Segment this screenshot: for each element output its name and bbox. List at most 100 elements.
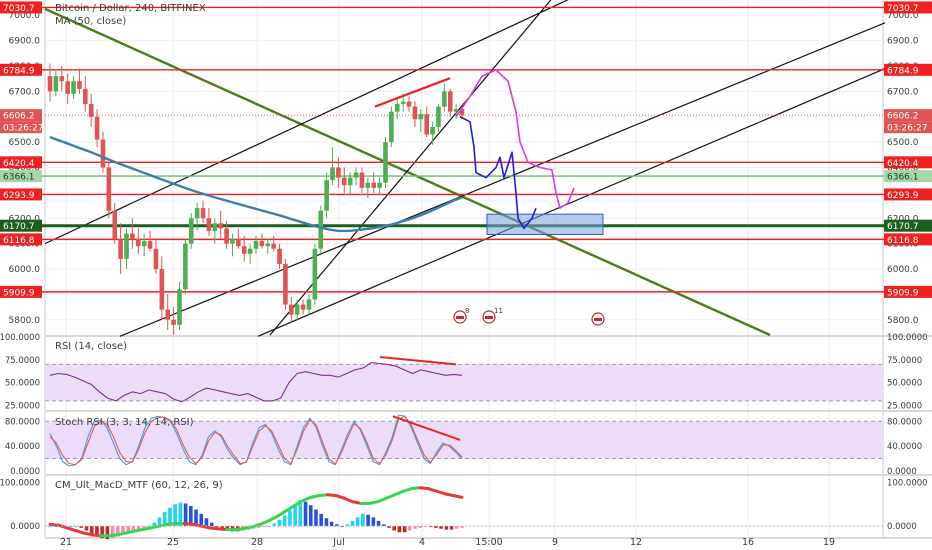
macd-signal-segment [292, 499, 304, 508]
candle [124, 228, 129, 270]
candle-body [212, 223, 218, 231]
level-tag-left-text: 6420.4 [3, 159, 35, 169]
level-tag-right-text: 6420.4 [887, 159, 919, 169]
macd-bar [183, 503, 188, 527]
price-level-tag: 6784.9 6784.9 [0, 63, 932, 76]
price-level-tag: 6170.7 6170.7 [0, 219, 932, 232]
macd-bar [199, 513, 204, 527]
candle [259, 233, 265, 249]
candle-body [130, 233, 135, 239]
projection-path-blue [459, 115, 537, 230]
macd-bar [194, 509, 198, 527]
macd-bar [308, 505, 313, 527]
level-tag-left-bg [0, 285, 42, 298]
candle [306, 294, 312, 315]
macd-bar [361, 513, 365, 527]
candle-body [336, 167, 341, 178]
level-tag-right-text: 7030.7 [887, 4, 919, 14]
candle-body [247, 248, 253, 254]
macd-bar [329, 521, 334, 527]
rsi-axis-label-right: 50.0000 [887, 379, 922, 389]
stoch-axis-label-right: 40.0000 [887, 442, 922, 452]
candle [177, 281, 182, 330]
candle [224, 220, 229, 249]
macd-axis-label-right: 0.0000 [887, 522, 917, 532]
candle-body [241, 246, 247, 254]
price-axis-label-right: 6900.0 [887, 37, 919, 47]
macd-bar [298, 499, 303, 527]
candle-body [71, 81, 76, 94]
macd-bar [136, 526, 141, 530]
macd-bar [387, 526, 391, 528]
macd-bar [324, 518, 329, 527]
macd-bar [303, 501, 308, 527]
price-axis-label-right: 6500.0 [887, 138, 919, 148]
macd-bar [277, 520, 282, 527]
rsi-axis-label-left: 50.0000 [5, 379, 40, 389]
economic-event-icon: 11 [482, 307, 503, 324]
channel-upper-line [44, 0, 569, 245]
macd-bar [454, 526, 459, 529]
candle [347, 172, 353, 196]
candle [147, 230, 153, 252]
macd-bar [110, 526, 115, 539]
candle [371, 172, 377, 193]
candle-body [183, 243, 188, 290]
macd-bar [74, 526, 78, 528]
candle-body [359, 172, 365, 188]
macd-bar [126, 526, 131, 534]
rsi-legend: RSI (14, close) [55, 341, 128, 352]
price-axis-label-right: 6200.0 [887, 214, 919, 224]
candle-body [436, 106, 441, 127]
macd-signal-segment [452, 494, 464, 499]
level-tag-right-bg [884, 285, 932, 298]
candle [241, 236, 247, 262]
time-tick-label: 21 [60, 537, 72, 548]
price-axis-label-left: 6400.0 [9, 164, 41, 174]
level-tag-left-bg [0, 188, 42, 201]
stoch-axis-label-left: 0.0000 [10, 467, 40, 477]
candle-body [165, 309, 171, 320]
macd-bar [168, 507, 172, 527]
level-tag-right-bg [884, 233, 932, 246]
candle-body [318, 210, 324, 249]
macd-bar [121, 526, 125, 535]
candle-body [324, 180, 329, 211]
candle-body [389, 111, 394, 143]
macd-bar [256, 526, 261, 528]
candle [200, 200, 206, 224]
candle [394, 98, 400, 120]
candle [218, 210, 223, 239]
candle-body [188, 218, 194, 244]
macd-bar [189, 506, 193, 527]
macd-axis-label-right: 100.0000 [887, 479, 928, 489]
macd-bar [142, 526, 146, 528]
macd-signal-segment [342, 496, 355, 504]
macd-bar [434, 526, 438, 528]
steep-support-line [269, 0, 552, 336]
macd-bar [89, 526, 94, 534]
macd-bar [355, 517, 360, 527]
candle-body [177, 289, 182, 325]
macd-bar [460, 526, 464, 528]
candle-body [371, 182, 377, 188]
candle-body [312, 248, 318, 300]
candle [159, 256, 165, 320]
macd-bar [131, 526, 136, 532]
price-level-tag: 6293.9 6293.9 [0, 188, 932, 201]
candle [83, 76, 88, 112]
macd-bar [262, 526, 266, 528]
countdown-text-left: 03:26:27 [3, 124, 43, 134]
candle [230, 233, 235, 257]
candle [300, 299, 306, 315]
macd-bar [272, 523, 277, 527]
price-axis-label-left: 6000.0 [9, 265, 41, 275]
macd-bar [449, 526, 454, 530]
macd-bar [220, 526, 224, 529]
candle [377, 177, 382, 196]
candle-body [194, 208, 200, 219]
level-tag-left-bg [0, 109, 42, 122]
candle-body [365, 182, 371, 188]
candle [324, 172, 329, 219]
